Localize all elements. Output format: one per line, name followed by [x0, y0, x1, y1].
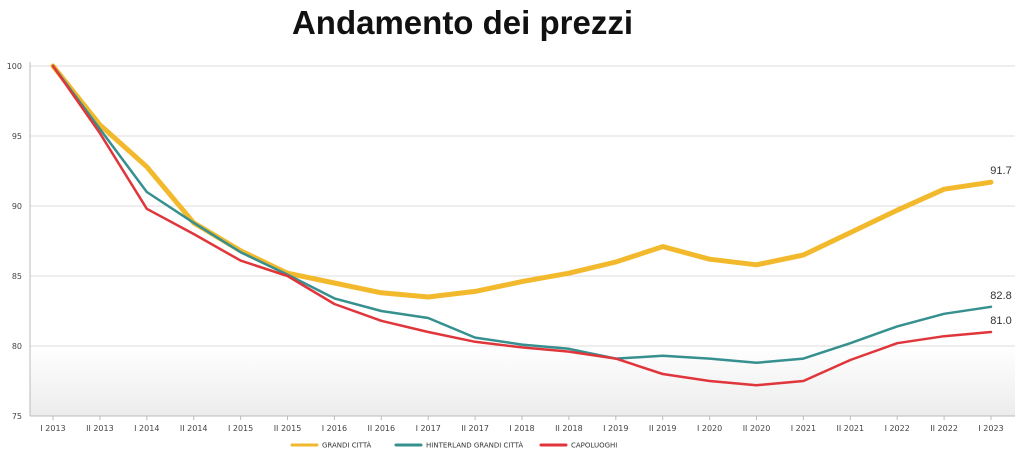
x-tick-label: I 2022 — [885, 424, 910, 433]
legend-label-grandi-citta: GRANDI CITTÀ — [322, 441, 372, 450]
x-tick-label: II 2017 — [461, 424, 489, 433]
legend-label-hinterland-grandi-citta: HINTERLAND GRANDI CITTÀ — [426, 441, 523, 450]
grid-lines — [30, 65, 1015, 347]
end-value-label-grandi-citta: 91.7 — [990, 165, 1011, 177]
x-tick-label: I 2021 — [791, 424, 816, 433]
x-tick-label: II 2021 — [836, 424, 864, 433]
x-tick-label: I 2020 — [697, 424, 722, 433]
y-tick-label: 90 — [12, 202, 22, 211]
x-tick-label: II 2013 — [86, 424, 114, 433]
x-tick-label: I 2018 — [509, 424, 534, 433]
x-tick-label: I 2015 — [228, 424, 253, 433]
x-tick-label: II 2022 — [930, 424, 958, 433]
y-tick-label: 100 — [7, 62, 22, 71]
x-tick-label: I 2023 — [978, 424, 1003, 433]
y-tick-label: 80 — [12, 342, 22, 351]
x-tick-label: II 2018 — [555, 424, 583, 433]
x-tick-label: I 2017 — [416, 424, 441, 433]
series-line-grandi-citta — [50, 63, 994, 300]
y-tick-label: 85 — [12, 272, 22, 281]
x-tick-label: I 2016 — [322, 424, 347, 433]
x-tick-label: I 2013 — [40, 424, 65, 433]
legend: GRANDI CITTÀ HINTERLAND GRANDI CITTÀ CAPOL… — [290, 441, 617, 450]
x-tick-label: II 2019 — [649, 424, 677, 433]
plot-shading — [30, 346, 1015, 416]
x-tick-label: I 2019 — [603, 424, 628, 433]
end-value-label-hinterland-grandi-citta: 82.8 — [990, 290, 1011, 302]
x-tick-label: II 2020 — [743, 424, 771, 433]
x-tick-label: I 2014 — [134, 424, 159, 433]
data-labels: 91.7 82.8 81.0 — [990, 165, 1011, 327]
x-tick-label: II 2015 — [274, 424, 302, 433]
end-value-label-capoluoghi: 81.0 — [990, 315, 1011, 327]
axes: 75 80 85 90 95 100 I 2013 II 2013 I 2014 II 2014 I… — [7, 62, 1015, 433]
x-tick-label: II 2014 — [180, 424, 208, 433]
x-tick-label: II 2016 — [367, 424, 395, 433]
chart-title: Andamento dei prezzi — [291, 4, 634, 41]
legend-label-capoluoghi: CAPOLUOGHI — [571, 442, 617, 450]
y-tick-label: 95 — [12, 132, 22, 141]
series-lines — [50, 63, 994, 387]
series-line-capoluoghi — [51, 64, 993, 387]
series-line-hinterland-grandi-citta — [51, 64, 993, 365]
y-tick-label: 75 — [12, 412, 22, 421]
